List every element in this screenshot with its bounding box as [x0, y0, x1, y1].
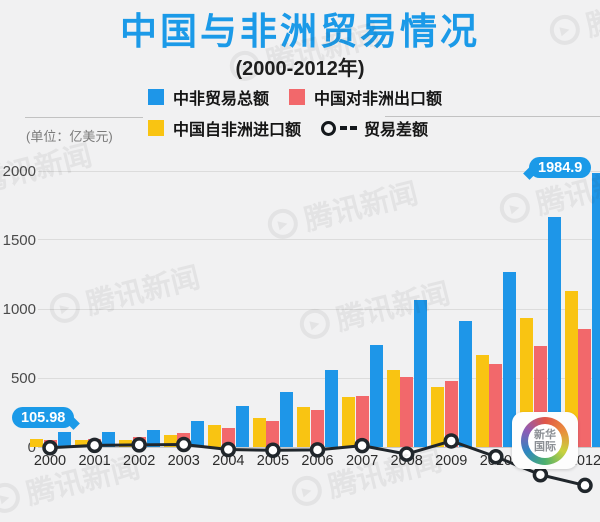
bar-中国对非洲出口额-2012 — [578, 329, 592, 447]
bar-中非贸易总额-2000 — [57, 432, 71, 447]
bar-中国自非洲进口额-2001 — [74, 440, 88, 447]
balance-marker-2005 — [265, 442, 281, 459]
gridline-1500 — [38, 239, 600, 240]
bar-中国自非洲进口额-2000 — [30, 439, 43, 447]
bar-中国自非洲进口额-2004 — [208, 425, 222, 447]
page-subtitle: (2000-2012年) — [235, 58, 365, 80]
balance-dash-icon — [350, 126, 358, 130]
bar-中非贸易总额-2002 — [146, 429, 160, 447]
legend-row-1: 中非贸易总额 中国对非洲出口额 — [148, 88, 462, 108]
bar-中国对非洲出口额-2010 — [489, 364, 503, 447]
unit-label: (单位：亿美元) — [26, 129, 113, 144]
balance-marker-2000 — [42, 439, 58, 456]
balance-marker-2003 — [175, 436, 192, 453]
balance-marker-icon — [321, 120, 337, 136]
bar-中国自非洲进口额-2008 — [386, 369, 400, 447]
gridline-500 — [38, 378, 600, 379]
x-tick-2000: 2000 — [33, 453, 67, 469]
gridline-1000 — [38, 309, 600, 310]
bar-中非贸易总额-2001 — [102, 432, 116, 447]
x-tick-2006: 2006 — [301, 453, 334, 469]
balance-marker-2004 — [220, 441, 237, 458]
bar-中国对非洲出口额-2004 — [221, 427, 235, 447]
trade-balance-line — [42, 433, 593, 494]
bar-中非贸易总额-2009 — [458, 321, 472, 447]
legend-swatch-export — [289, 89, 306, 105]
balance-marker-2012 — [577, 477, 593, 494]
legend-row-2: 中国自非洲进口额 贸易差额 — [148, 119, 462, 139]
bar-中国自非洲进口额-2009 — [431, 387, 445, 447]
bar-中非贸易总额-2011 — [547, 217, 561, 447]
divider-line-right — [385, 116, 600, 117]
y-tick-1000: 1000 — [2, 301, 36, 318]
annotation-2012-badge: 1984.9 — [529, 157, 592, 178]
bar-中国对非洲出口额-2007 — [355, 395, 369, 447]
xinhua-ring-icon: 新华 国际 — [521, 416, 569, 465]
legend-label-total: 中非贸易总额 — [173, 91, 270, 108]
balance-marker-2010 — [488, 448, 504, 465]
bar-中国自非洲进口额-2010 — [475, 354, 489, 447]
legend-label-balance: 贸易差额 — [364, 122, 429, 139]
balance-dash-icon — [340, 126, 348, 130]
bar-中非贸易总额-2006 — [324, 370, 338, 447]
y-tick-1500: 1500 — [2, 232, 36, 249]
bar-中非贸易总额-2008 — [414, 299, 428, 447]
bar-中非贸易总额-2007 — [369, 345, 383, 447]
bar-中非贸易总额-2012 — [592, 173, 600, 447]
bar-中国自非洲进口额-2006 — [297, 407, 311, 447]
bar-中非贸易总额-2010 — [503, 271, 517, 447]
page-title: 中国与非洲贸易情况 — [120, 11, 480, 52]
bar-中国自非洲进口额-2005 — [252, 417, 266, 447]
x-tick-2005: 2005 — [256, 453, 290, 469]
bar-中国对非洲出口额-2006 — [310, 410, 324, 447]
bar-中国自非洲进口额-2007 — [342, 396, 356, 447]
y-tick-2000: 2000 — [2, 163, 36, 180]
gridline-2000 — [38, 171, 600, 172]
chart-legend: 中非贸易总额 中国对非洲出口额 中国自非洲进口额 贸易差额 — [148, 88, 462, 150]
balance-marker-2011 — [532, 467, 549, 483]
balance-marker-2007 — [354, 437, 370, 454]
bar-中非贸易总额-2005 — [280, 392, 294, 447]
balance-marker-2006 — [309, 442, 326, 458]
x-tick-2009: 2009 — [435, 453, 468, 469]
balance-marker-2008 — [398, 446, 415, 462]
bar-中非贸易总额-2003 — [191, 421, 205, 447]
bar-中国对非洲出口额-2008 — [400, 376, 414, 447]
annotation-2000-badge: 105.98 — [12, 407, 75, 428]
legend-label-export: 中国对非洲出口额 — [314, 91, 443, 108]
x-tick-2007: 2007 — [345, 453, 379, 469]
bar-中国对非洲出口额-2009 — [444, 381, 458, 447]
x-tick-2003: 2003 — [167, 453, 200, 469]
xinhua-logo-line1: 新华 — [534, 428, 556, 441]
bar-中国自非洲进口额-2012 — [564, 290, 578, 447]
legend-swatch-import — [148, 120, 164, 136]
balance-marker-2002 — [131, 437, 147, 453]
legend-swatch-total — [148, 89, 164, 105]
bar-中国对非洲出口额-2005 — [266, 421, 280, 447]
bar-中非贸易总额-2004 — [235, 406, 249, 447]
balance-marker-2009 — [443, 433, 459, 449]
x-tick-2001: 2001 — [78, 453, 111, 469]
y-tick-0: 0 — [27, 439, 36, 456]
legend-label-import: 中国自非洲进口额 — [173, 122, 302, 139]
xinhua-logo-line2: 国际 — [534, 440, 556, 453]
balance-marker-2001 — [86, 437, 103, 454]
xinhua-international-logo: 新华 国际 — [512, 412, 578, 469]
y-tick-500: 500 — [10, 370, 36, 387]
x-tick-2004: 2004 — [212, 453, 245, 469]
divider-line-left — [25, 117, 143, 118]
bar-中国自非洲进口额-2002 — [119, 439, 133, 447]
bar-中国自非洲进口额-2003 — [163, 435, 177, 447]
infographic-china-africa-trade: { "header": { "title": "中国与非洲贸易情况", "sub… — [0, 0, 600, 500]
x-tick-2002: 2002 — [123, 453, 156, 469]
